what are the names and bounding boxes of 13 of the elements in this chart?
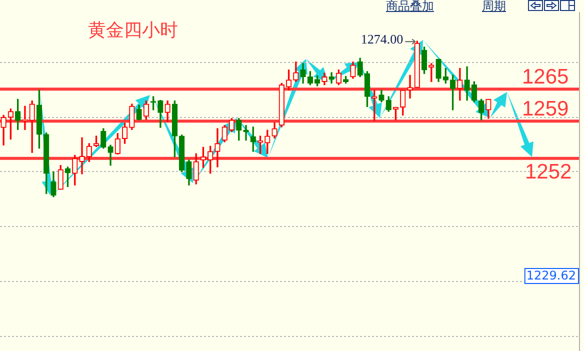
annotation: 周期 <box>482 0 506 15</box>
ref-line-label: 1265 <box>522 65 569 88</box>
candlestick <box>22 106 28 130</box>
ref-line-label: 1252 <box>525 160 572 184</box>
candlestick <box>214 128 220 168</box>
candlestick <box>79 137 85 174</box>
candlestick <box>407 74 413 98</box>
text: 黄金四小时 <box>88 19 178 42</box>
candlestick <box>243 125 249 141</box>
ref-line-label: 1259 <box>522 97 569 120</box>
text: 1229.62 <box>526 268 576 283</box>
annotation: 商品叠加 <box>386 0 434 15</box>
annotation: 1274.00 <box>360 31 404 46</box>
